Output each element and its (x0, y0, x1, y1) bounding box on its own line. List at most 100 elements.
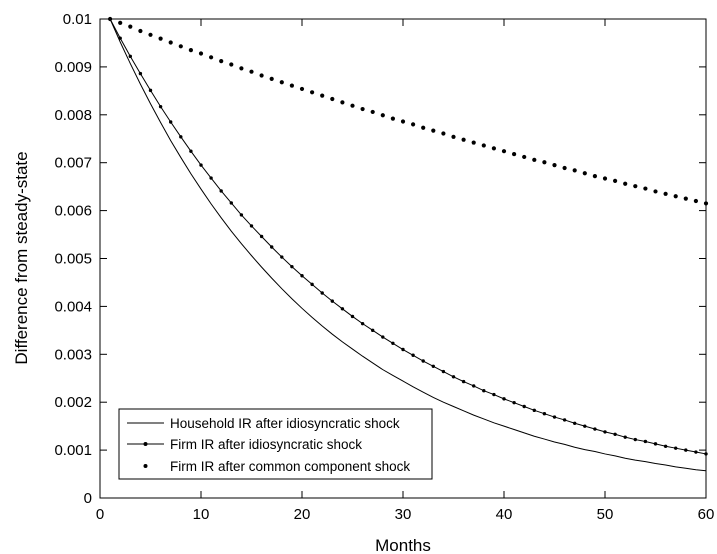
series-point-firm-idiosyncratic (179, 135, 183, 139)
series-point-firm-common (380, 113, 385, 118)
series-point-firm-common (340, 100, 345, 105)
series-point-firm-idiosyncratic (320, 291, 324, 295)
series-point-firm-idiosyncratic (229, 201, 233, 205)
legend: Household IR after idiosyncratic shock F… (118, 408, 433, 480)
series-point-firm-idiosyncratic (441, 369, 446, 374)
y-tick-label: 0.003 (54, 346, 92, 363)
x-tick-label: 40 (496, 506, 513, 523)
series-point-firm-idiosyncratic (633, 437, 637, 442)
series-point-firm-common (552, 163, 557, 168)
y-tick-label: 0.002 (54, 394, 92, 411)
series-point-firm-idiosyncratic (492, 392, 496, 397)
series-point-firm-idiosyncratic (300, 274, 304, 278)
series-point-firm-common (249, 69, 254, 74)
series-point-firm-idiosyncratic (573, 421, 577, 425)
series-point-firm-common (683, 196, 688, 201)
series-point-firm-common (299, 86, 305, 92)
series-point-firm-common (209, 55, 214, 60)
legend-box (118, 408, 433, 480)
y-tick-label: 0.001 (54, 442, 92, 459)
series-point-firm-idiosyncratic (189, 149, 193, 153)
x-axis-title: Months (375, 536, 431, 554)
series-point-firm-common (542, 160, 547, 165)
series-point-firm-common (511, 151, 517, 157)
series-point-firm-idiosyncratic (472, 384, 476, 388)
series-point-firm-idiosyncratic (118, 36, 122, 40)
series-point-firm-common (360, 106, 365, 112)
series-point-firm-common (158, 36, 163, 41)
series-point-firm-idiosyncratic (219, 189, 223, 193)
series-point-firm-common (229, 62, 234, 67)
series-point-firm-common (168, 40, 173, 45)
series-point-firm-idiosyncratic (512, 400, 516, 405)
series-point-firm-common (400, 119, 406, 124)
series-point-firm-common (421, 125, 426, 130)
series-point-firm-idiosyncratic (158, 104, 163, 109)
series-point-firm-common (633, 184, 638, 189)
series-point-firm-idiosyncratic (148, 88, 153, 93)
series-point-firm-idiosyncratic (532, 408, 536, 413)
series-point-firm-common (653, 189, 658, 194)
x-tick-label: 60 (698, 506, 715, 523)
series-point-firm-common (390, 116, 395, 121)
series-point-firm-common (259, 73, 264, 78)
legend-label-firm-idiosyncratic: Firm IR after idiosyncratic shock (170, 437, 362, 452)
series-point-firm-idiosyncratic (401, 347, 405, 352)
series-point-firm-idiosyncratic (674, 446, 678, 450)
series-point-firm-idiosyncratic (138, 71, 143, 76)
x-tick-label: 0 (96, 506, 104, 523)
series-point-firm-idiosyncratic (350, 314, 355, 319)
series-point-firm-common (602, 176, 608, 181)
series-point-firm-idiosyncratic (502, 397, 506, 401)
series-point-firm-idiosyncratic (421, 359, 425, 363)
series-point-firm-common (582, 171, 587, 176)
series-point-firm-idiosyncratic (603, 430, 607, 434)
y-tick-label: 0.006 (54, 203, 92, 220)
series-point-firm-idiosyncratic (270, 245, 274, 249)
series-point-firm-common (148, 32, 153, 37)
series-point-firm-common (663, 191, 668, 196)
series-point-firm-idiosyncratic (310, 282, 314, 287)
series-point-firm-common (198, 51, 204, 56)
y-tick-label: 0.009 (54, 59, 92, 76)
series-line-household-idiosyncratic (109, 18, 707, 472)
series-point-firm-common (532, 157, 537, 162)
series-point-firm-idiosyncratic (704, 452, 708, 456)
series-point-firm-idiosyncratic (623, 435, 627, 439)
y-tick-label: 0.007 (54, 155, 92, 172)
series-point-firm-idiosyncratic (209, 176, 213, 180)
series-point-firm-idiosyncratic (684, 448, 688, 452)
series-point-firm-common (441, 131, 446, 136)
y-tick-label: 0.004 (54, 298, 92, 315)
series-point-firm-common (572, 168, 577, 173)
series-point-firm-common (522, 154, 527, 160)
series-point-firm-common (501, 149, 507, 154)
series-point-firm-common (370, 109, 375, 115)
series-point-firm-idiosyncratic (249, 224, 254, 228)
x-tick-label: 20 (294, 506, 311, 523)
series-layer (108, 16, 709, 472)
x-tick-label: 50 (597, 506, 614, 523)
series-point-firm-idiosyncratic (340, 307, 345, 311)
series-point-firm-common (239, 66, 244, 71)
series-point-firm-idiosyncratic (653, 442, 658, 446)
y-tick-label: 0.008 (54, 107, 92, 124)
series-point-firm-common (592, 174, 598, 179)
series-point-firm-idiosyncratic (663, 444, 668, 448)
series-point-firm-common (673, 194, 678, 199)
series-point-firm-common (623, 181, 628, 186)
series-point-firm-idiosyncratic (411, 353, 415, 357)
series-point-firm-idiosyncratic (391, 341, 395, 345)
series-point-firm-common (310, 90, 315, 95)
series-point-firm-common (269, 76, 274, 81)
series-point-firm-idiosyncratic (330, 299, 334, 303)
series-point-firm-idiosyncratic (613, 432, 617, 436)
series-point-firm-common (471, 140, 476, 145)
legend-label-firm-common: Firm IR after common component shock (170, 459, 410, 474)
series-point-firm-idiosyncratic (259, 234, 264, 239)
series-point-firm-common (613, 178, 618, 183)
series-point-firm-common (330, 96, 335, 102)
series-point-firm-idiosyncratic (461, 379, 466, 384)
series-point-firm-idiosyncratic (280, 255, 284, 259)
